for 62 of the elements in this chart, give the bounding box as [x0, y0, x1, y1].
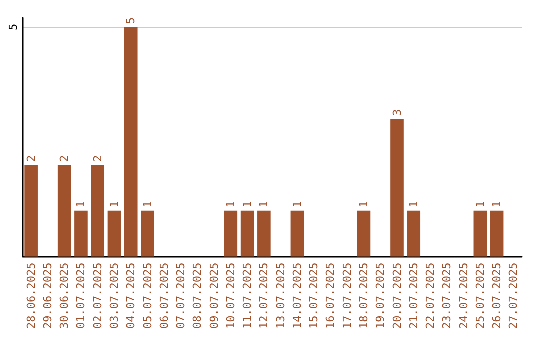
x-tick-label: 10.07.2025: [224, 262, 238, 330]
x-tick-label: 06.07.2025: [158, 262, 171, 330]
x-tick-label: 04.07.2025: [124, 262, 138, 330]
x-tick-label: 02.07.2025: [91, 262, 104, 330]
data-label: 2: [24, 155, 38, 162]
x-tick-label: 09.07.2025: [208, 262, 221, 330]
x-tick-label: 17.07.2025: [340, 262, 354, 330]
x-tick-label: 15.07.2025: [308, 262, 321, 330]
bar: [390, 119, 404, 257]
x-tick-label: 19.07.2025: [374, 262, 388, 330]
x-tick-label: 07.07.2025: [174, 262, 188, 330]
bar: [141, 210, 154, 257]
data-label: 1: [224, 201, 238, 208]
data-label: 1: [357, 201, 370, 208]
bar: [58, 164, 72, 257]
data-label: 1: [407, 201, 420, 208]
x-tick-label: 12.07.2025: [258, 262, 271, 330]
x-tick-label: 13.07.2025: [274, 262, 288, 330]
bar: [258, 210, 271, 257]
data-label: 2: [91, 155, 104, 162]
x-tick-label: 21.07.2025: [407, 262, 420, 330]
x-tick-label: 26.07.2025: [490, 262, 504, 330]
x-tick-label: 24.07.2025: [457, 262, 470, 330]
bar: [91, 164, 105, 257]
bar: [407, 210, 421, 257]
bar: [224, 210, 238, 257]
bar: [290, 210, 304, 257]
x-tick-label: 11.07.2025: [241, 262, 254, 330]
x-tick-label: 30.06.2025: [58, 262, 72, 330]
x-tick-label: 27.07.2025: [507, 262, 520, 330]
data-label: 3: [390, 109, 404, 116]
bar: [240, 210, 254, 257]
x-tick-label: 23.07.2025: [440, 262, 454, 330]
bar: [74, 210, 88, 257]
data-label: 1: [490, 201, 504, 208]
x-tick-label: 03.07.2025: [108, 262, 121, 330]
x-tick-label: 16.07.2025: [324, 262, 338, 330]
data-label: 1: [74, 201, 88, 208]
x-tick-label: 18.07.2025: [357, 262, 370, 330]
x-tick-label: 08.07.2025: [191, 262, 204, 330]
x-tick-label: 29.06.2025: [41, 262, 54, 330]
bar: [474, 210, 488, 257]
x-tick-label: 22.07.2025: [424, 262, 438, 330]
bar: [24, 164, 38, 257]
bar: [108, 210, 122, 257]
bar: [124, 27, 138, 257]
data-label: 1: [290, 201, 304, 208]
data-label: 1: [241, 201, 254, 208]
x-tick-label: 14.07.2025: [290, 262, 304, 330]
x-tick-label: 05.07.2025: [141, 262, 154, 330]
x-tick-label: 20.07.2025: [390, 262, 404, 330]
bar: [490, 210, 504, 257]
data-label: 2: [58, 155, 72, 162]
data-label: 1: [108, 201, 121, 208]
x-tick-label: 25.07.2025: [474, 262, 487, 330]
bar: [357, 210, 371, 257]
data-label: 1: [141, 201, 154, 208]
x-tick-label: 28.06.2025: [24, 262, 38, 330]
data-label: 5: [124, 18, 138, 24]
data-label: 1: [474, 201, 487, 208]
x-tick-label: 01.07.2025: [74, 262, 88, 330]
data-label: 1: [258, 201, 271, 208]
